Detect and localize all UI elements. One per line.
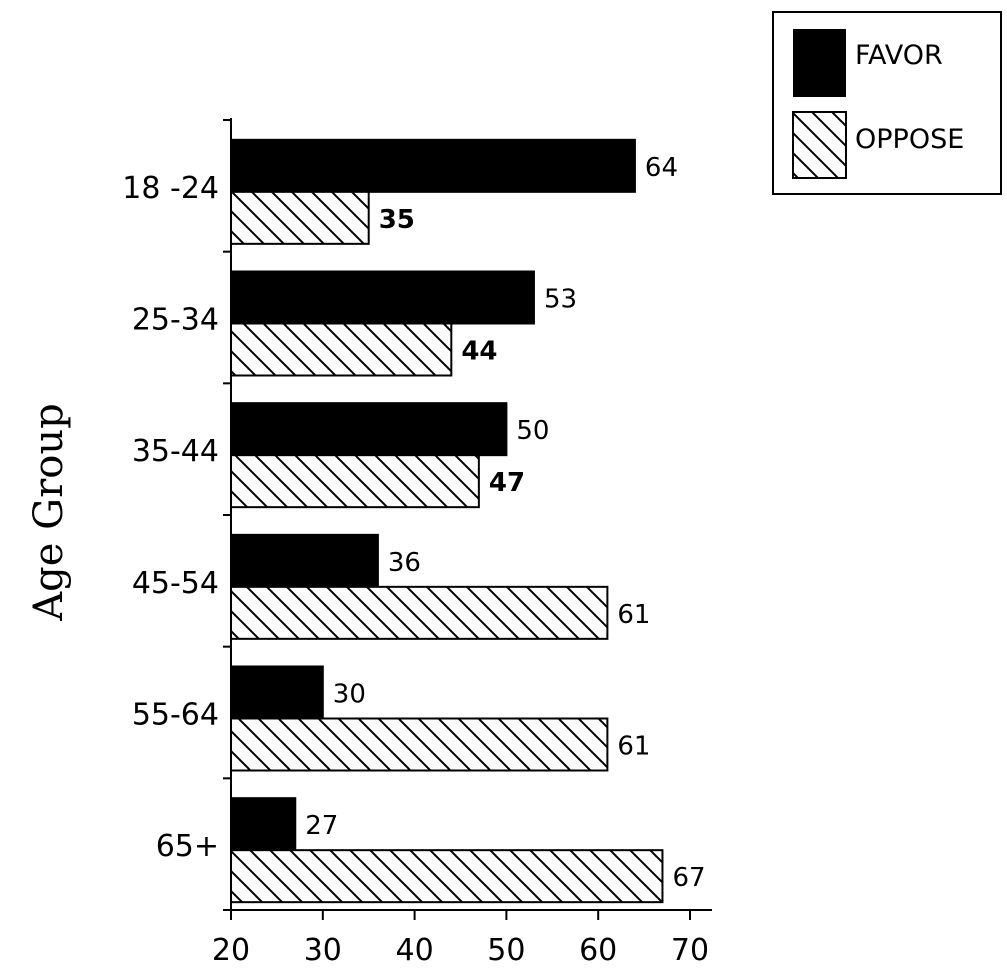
bar-favor xyxy=(230,138,636,193)
data-label-favor: 50 xyxy=(516,416,549,446)
category-label: 25-34 xyxy=(132,303,219,338)
category-label: 55-64 xyxy=(132,698,219,733)
bar-favor xyxy=(230,797,297,852)
category-label: 35-44 xyxy=(132,434,219,469)
legend-label-oppose: OPPOSE xyxy=(855,124,964,155)
data-labels: 64 35 53 44 50 47 36 61 30 61 27 67 xyxy=(305,153,705,893)
data-label-favor: 64 xyxy=(645,153,678,183)
data-label-oppose: 47 xyxy=(489,468,525,498)
x-tick-label: 30 xyxy=(304,933,342,968)
data-label-oppose: 44 xyxy=(461,337,497,367)
data-label-favor: 27 xyxy=(305,811,338,841)
bar-favor xyxy=(230,402,508,457)
category-label: 45-54 xyxy=(132,566,219,601)
legend-swatch-favor xyxy=(793,29,846,97)
legend-swatch-oppose xyxy=(792,111,847,179)
category-label: 65+ xyxy=(156,829,219,864)
data-label-oppose: 61 xyxy=(617,600,650,630)
bar-oppose xyxy=(230,717,609,772)
bar-favor xyxy=(230,533,379,588)
bar-favor xyxy=(230,270,535,325)
x-tick-label: 40 xyxy=(396,933,434,968)
data-label-oppose: 61 xyxy=(617,732,650,762)
x-ticks: 20 30 40 50 60 70 xyxy=(212,910,709,968)
x-tick-label: 20 xyxy=(212,933,250,968)
data-label-favor: 36 xyxy=(388,548,421,578)
bar-oppose xyxy=(230,849,664,904)
y-axis-title: Age Group xyxy=(26,403,72,621)
category-labels: 18 -24 25-34 35-44 45-54 55-64 65+ xyxy=(122,171,219,864)
bar-favor xyxy=(230,665,324,720)
category-label: 18 -24 xyxy=(122,171,219,206)
y-ticks xyxy=(223,119,231,911)
x-tick-label: 50 xyxy=(487,933,525,968)
bars xyxy=(230,138,664,904)
bar-oppose xyxy=(230,322,453,377)
x-tick-label: 60 xyxy=(579,933,617,968)
bar-oppose xyxy=(230,190,370,245)
x-tick-label: 70 xyxy=(671,933,709,968)
bar-oppose xyxy=(230,585,609,640)
data-label-oppose: 67 xyxy=(672,863,705,893)
legend-label-favor: FAVOR xyxy=(855,40,943,71)
data-label-favor: 53 xyxy=(544,285,577,315)
data-label-oppose: 35 xyxy=(379,205,415,235)
legend: FAVOR OPPOSE xyxy=(772,11,1002,195)
data-label-favor: 30 xyxy=(333,680,366,710)
bar-oppose xyxy=(230,454,480,509)
